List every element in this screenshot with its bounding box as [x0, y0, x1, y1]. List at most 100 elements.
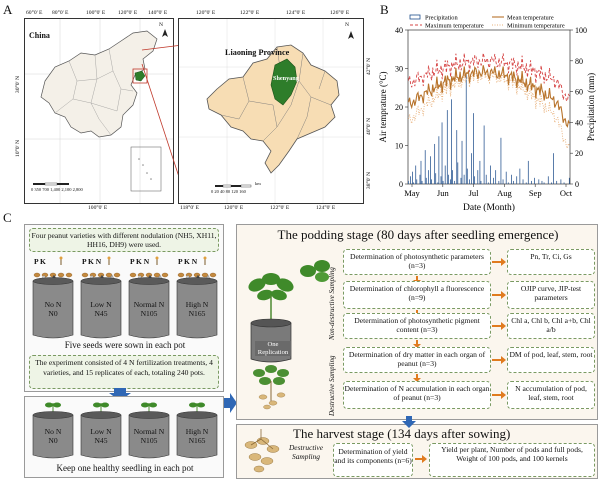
harvest-result: Yield per plant, Number of pods and full…	[429, 443, 595, 477]
uprooted-plant	[253, 365, 289, 410]
x-tick-label: Jun	[437, 188, 450, 198]
precip-bar	[513, 180, 514, 184]
x-tick-label: Sep	[529, 188, 542, 198]
non-destructive-label: Non-destructive Sampling	[328, 267, 336, 341]
precip-bar	[438, 136, 440, 184]
precip-bar	[420, 160, 422, 184]
plat-42: 42°0' N	[366, 58, 372, 76]
pot-1: P K N Low N N45	[79, 255, 123, 341]
pot-label: Normal N N105	[127, 427, 171, 445]
to-podding-arrow	[224, 393, 237, 413]
precip-bar	[452, 170, 453, 184]
precip-bar	[543, 182, 545, 184]
liaoning-north-arrow	[348, 31, 354, 39]
china-map-svg	[25, 19, 173, 203]
seeds-caption: Five seeds were sown in each pot	[64, 340, 186, 350]
lon-100: 100°0' E	[86, 10, 106, 16]
y-left-tick-label: 0	[399, 180, 403, 189]
precip-bar	[480, 180, 482, 184]
precip-bar	[440, 176, 442, 184]
fert-label: P K N	[178, 257, 198, 266]
climate-chart: 0 10 20 30 40 0 20 40 60 80 100 May Jun Jul Aug Sep Oct D…	[378, 15, 596, 214]
precip-bar	[434, 143, 436, 184]
step-result: N accumulation of pod, leaf, stem, root	[507, 381, 595, 409]
china-outline	[40, 30, 158, 138]
lat-30: 30°0' N	[15, 76, 21, 94]
seedling-box: No N N0 Low N N45 Normal N N105 High N N165 Kee…	[24, 396, 224, 478]
harvest-task: Determination of yield and its component…	[333, 443, 413, 477]
shenyang-highlight	[270, 58, 298, 106]
y-right-tick-label: 60	[575, 88, 583, 97]
lon-60: 60°0' E	[26, 10, 43, 16]
lon-120: 120°0' E	[118, 10, 138, 16]
pot-label: High N N165	[175, 427, 219, 445]
precip-bar	[487, 182, 489, 184]
precip-bar	[451, 99, 452, 184]
pot-treatment-rate: N105	[140, 308, 158, 318]
precip-bar	[454, 180, 456, 184]
precip-bar	[485, 174, 487, 184]
x-tick-label: Jul	[469, 188, 480, 198]
legend-label: Maximum temperature	[425, 23, 484, 30]
china-scale-bar	[33, 182, 69, 186]
pot-treatment-rate: N0	[48, 308, 58, 318]
step-result: DM of pod, leaf, stem, root	[507, 347, 595, 373]
seedling-caption: Keep one healthy seedling in each pot	[56, 463, 194, 473]
pot-treatment-name: Low N	[90, 427, 112, 436]
pot-3: High N N165	[175, 399, 219, 461]
precip-bar	[500, 137, 502, 184]
precip-bar	[473, 113, 474, 184]
liaoning-outline	[206, 44, 340, 174]
sowing-box: Four peanut varieties with different nod…	[24, 224, 224, 392]
precip-bar	[446, 110, 448, 184]
precip-bar	[505, 171, 507, 184]
precip-bar	[450, 179, 451, 184]
plon-122: 122°0' E	[240, 10, 260, 16]
shenyang-label: Shenyang	[273, 75, 299, 82]
precip-bar	[522, 179, 524, 184]
pot-treatment-name: No N	[44, 300, 62, 309]
pot-treatment-rate: N165	[188, 435, 206, 445]
liaoning-map: Liaoning Province Shenyang N 0 20 40 80 …	[178, 18, 364, 204]
lon-80: 80°0' E	[52, 10, 69, 16]
precip-bar	[442, 180, 444, 184]
harvest-destructive-label: Destructive Sampling	[288, 443, 324, 461]
y-right-tick-label: 80	[575, 57, 583, 66]
precip-bar	[469, 179, 470, 184]
pot-treatment-rate: N45	[94, 435, 108, 445]
pot-treatment-rate: N105	[140, 435, 158, 445]
harvest-arrow	[415, 455, 427, 463]
precip-bar	[490, 165, 491, 184]
islands	[138, 158, 152, 180]
pot-0: P K No N N0	[31, 255, 75, 341]
fert-label: P K	[34, 257, 46, 266]
precip-bar	[424, 150, 426, 184]
destructive-label: Destructive Sampling	[328, 355, 336, 417]
precip-bar	[460, 177, 462, 184]
panel-c-letter: C	[3, 210, 12, 225]
pot-1: Low N N45	[79, 399, 123, 461]
precip-bar	[556, 180, 558, 184]
precip-bar	[416, 179, 418, 184]
plon-124-b: 124°0' E	[316, 205, 336, 211]
precip-bar	[493, 177, 494, 184]
precip-bar	[463, 174, 465, 184]
plon-120-b: 120°0' E	[224, 205, 244, 211]
precip-bar	[431, 179, 432, 184]
precip-bar	[412, 171, 413, 184]
lon-100-bottom: 100°0' E	[88, 205, 108, 211]
plon-122-b: 122°0' E	[270, 205, 290, 211]
precip-bar	[430, 156, 431, 184]
precip-bar	[516, 176, 518, 184]
liaoning-scale-unit: km	[255, 181, 261, 186]
pot-label: Low N N45	[79, 300, 123, 318]
precip-bar	[456, 130, 458, 184]
precip-bar	[447, 174, 449, 184]
step-down-arrow	[413, 374, 421, 382]
pot-treatment-rate: N0	[48, 435, 58, 445]
precip-bar	[495, 170, 497, 184]
harvest-title: The harvest stage (134 days after sowing…	[293, 426, 511, 441]
precip-bar	[551, 182, 552, 184]
south-sea-inset	[130, 146, 162, 192]
precip-bar	[477, 170, 479, 184]
